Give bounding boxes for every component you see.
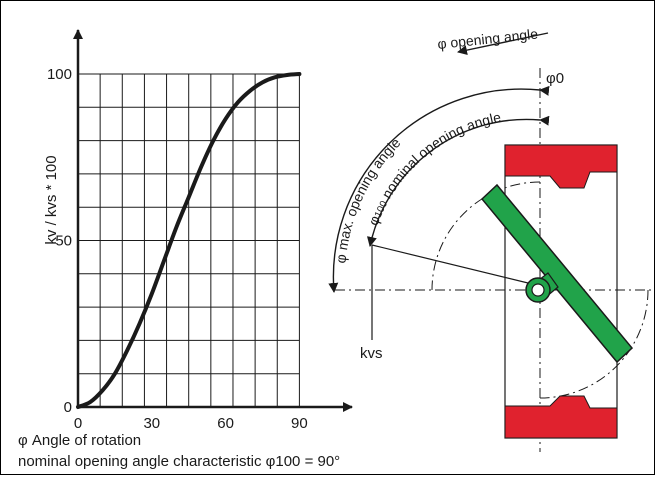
opening-angle-arrow — [457, 32, 549, 56]
x-axis-label: φ Angle of rotation — [18, 432, 142, 449]
lower-seat — [504, 395, 618, 439]
x-tick-label: 30 — [143, 415, 160, 432]
opening-angle-label: φ opening angle — [437, 25, 539, 51]
x-tick-label: 0 — [74, 415, 82, 432]
caption: nominal opening angle characteristic φ10… — [18, 453, 341, 470]
y-tick-label: 100 — [47, 66, 72, 83]
x-tick-label: 60 — [217, 415, 234, 432]
y-tick-label: 0 — [64, 399, 72, 416]
axis-ticks: 0 30 60 90 0 50 100 — [47, 66, 308, 432]
characteristic-chart: 0 30 60 90 0 50 100 kv / kvs * 100 — [43, 29, 353, 432]
kvs-label: kvs — [360, 345, 383, 362]
phi-zero-label: φ0 — [546, 70, 564, 87]
nominal-opening-angle-arc — [366, 115, 550, 247]
series-line — [76, 72, 302, 409]
x-tick-label: 90 — [291, 415, 308, 432]
pivot-shaft — [531, 283, 545, 297]
chart-grid — [77, 73, 300, 408]
y-tick-label: 50 — [55, 233, 72, 250]
nominal-opening-angle-label: φ100 nominal opening angle — [365, 109, 503, 228]
upper-seat — [504, 144, 618, 189]
valve-diagram: kvs φ opening angle φ0 φ max. opening an… — [328, 25, 655, 452]
y-axis-label: kv / kvs * 100 — [43, 155, 60, 244]
